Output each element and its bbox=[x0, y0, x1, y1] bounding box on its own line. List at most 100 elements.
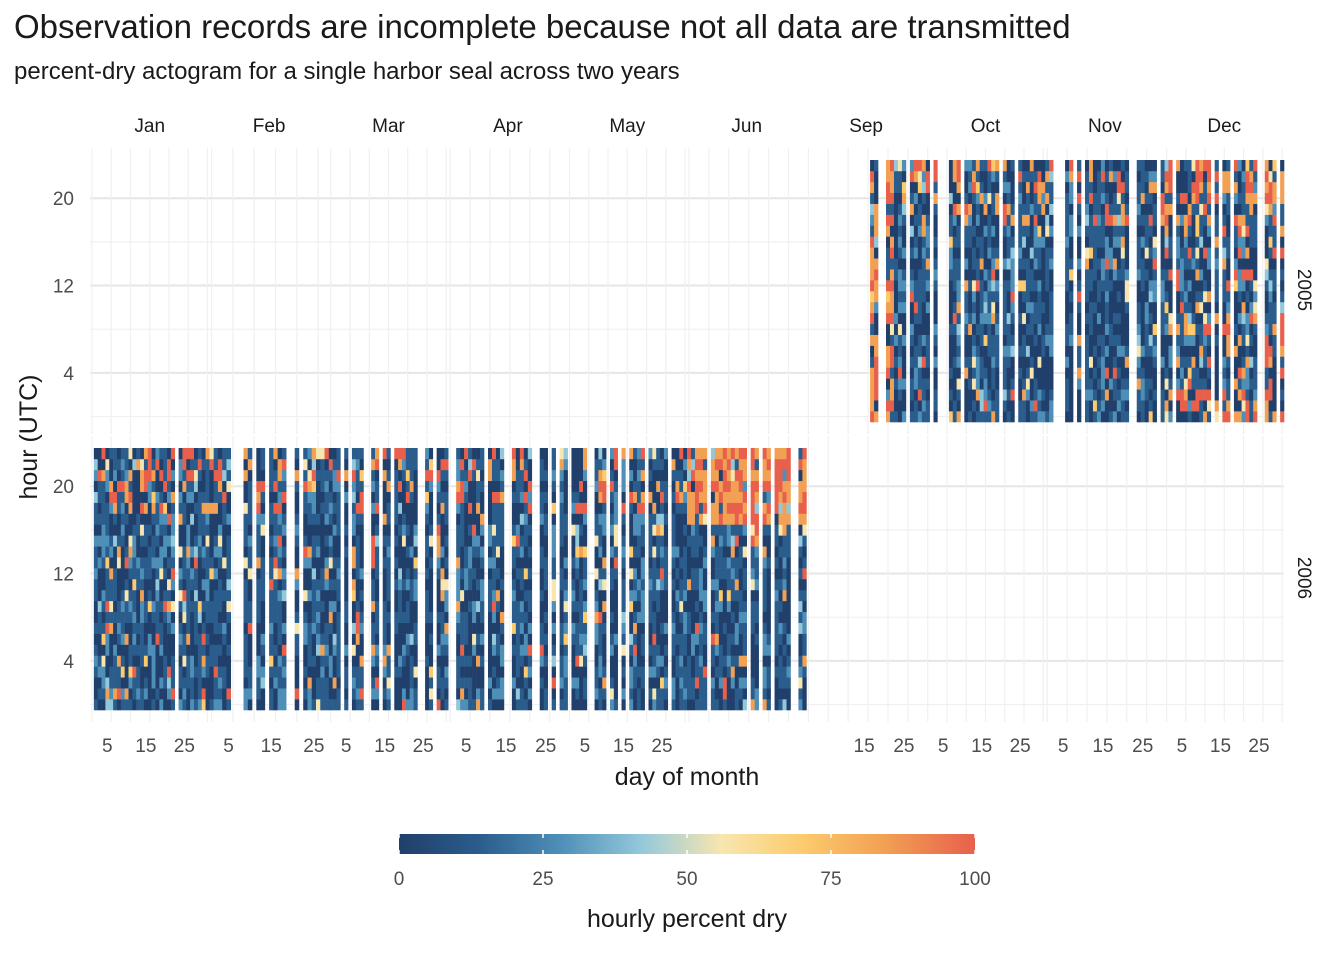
heatmap-cell bbox=[1144, 334, 1149, 346]
heatmap-cell bbox=[640, 611, 645, 623]
heatmap-cell bbox=[170, 502, 176, 514]
heatmap-cell bbox=[917, 356, 923, 368]
heatmap-cell bbox=[543, 644, 548, 656]
heatmap-cell bbox=[1002, 301, 1007, 314]
heatmap-cell bbox=[116, 458, 122, 471]
heatmap-cell bbox=[925, 345, 930, 357]
heatmap-cell bbox=[609, 655, 615, 667]
heatmap-cell bbox=[170, 611, 176, 623]
heatmap-cell bbox=[1010, 170, 1015, 183]
heatmap-cell bbox=[972, 258, 977, 270]
heatmap-cell bbox=[571, 611, 576, 623]
heatmap-cell bbox=[1045, 356, 1050, 368]
heatmap-cell bbox=[663, 502, 669, 514]
heatmap-cell bbox=[893, 160, 899, 172]
heatmap-cell bbox=[1280, 247, 1285, 259]
heatmap-cell bbox=[683, 491, 688, 503]
heatmap-cell bbox=[269, 524, 274, 536]
heatmap-cell bbox=[559, 513, 564, 525]
heatmap-cell bbox=[1253, 323, 1258, 335]
heatmap-cell bbox=[1077, 247, 1082, 259]
heatmap-cell bbox=[660, 644, 665, 656]
heatmap-cell bbox=[613, 600, 618, 613]
heatmap-cell bbox=[170, 546, 176, 558]
heatmap-cell bbox=[209, 448, 214, 460]
heatmap-cell bbox=[336, 622, 341, 634]
heatmap-cell bbox=[190, 622, 195, 634]
heatmap-cell bbox=[101, 677, 106, 689]
heatmap-cell bbox=[178, 666, 183, 678]
heatmap-cell bbox=[105, 502, 110, 514]
heatmap-cell bbox=[170, 600, 176, 613]
heatmap-cell bbox=[527, 502, 533, 514]
heatmap-cell bbox=[1116, 170, 1122, 183]
heatmap-cell bbox=[355, 502, 360, 514]
heatmap-cell bbox=[1065, 411, 1070, 423]
heatmap-cell bbox=[332, 611, 337, 623]
heatmap-cell bbox=[972, 367, 977, 379]
heatmap-cell bbox=[1049, 236, 1054, 248]
heatmap-cell bbox=[120, 524, 125, 536]
heatmap-cell bbox=[975, 312, 981, 325]
heatmap-cell bbox=[621, 546, 626, 558]
heatmap-cell bbox=[633, 579, 638, 591]
heatmap-cell bbox=[1168, 225, 1173, 237]
heatmap-cell bbox=[1253, 236, 1258, 248]
heatmap-cell bbox=[956, 160, 961, 172]
heatmap-cell bbox=[101, 546, 106, 558]
heatmap-cell bbox=[726, 448, 732, 460]
heatmap-cell bbox=[1280, 214, 1285, 226]
heatmap-cell bbox=[409, 502, 414, 514]
heatmap-cell bbox=[714, 666, 720, 678]
heatmap-cell bbox=[874, 345, 879, 357]
heatmap-cell bbox=[193, 644, 199, 656]
heatmap-cell bbox=[132, 568, 137, 580]
heatmap-cell bbox=[893, 356, 899, 368]
heatmap-cell bbox=[889, 367, 895, 379]
heatmap-cell bbox=[1199, 323, 1204, 335]
heatmap-cell bbox=[136, 688, 141, 700]
heatmap-cell bbox=[311, 458, 317, 471]
heatmap-cell bbox=[979, 214, 984, 226]
heatmap-cell bbox=[511, 469, 517, 482]
heatmap-cell bbox=[186, 589, 191, 602]
heatmap-cell bbox=[956, 378, 961, 390]
heatmap-cell bbox=[460, 622, 465, 634]
heatmap-cell bbox=[718, 535, 724, 547]
heatmap-cell bbox=[226, 535, 232, 547]
heatmap-cell bbox=[663, 666, 669, 678]
heatmap-cell bbox=[925, 247, 930, 259]
heatmap-cell bbox=[311, 448, 317, 460]
heatmap-cell bbox=[551, 568, 556, 580]
heatmap-cell bbox=[694, 480, 700, 492]
heatmap-cell bbox=[979, 411, 984, 423]
heatmap-cell bbox=[440, 666, 445, 678]
heatmap-cell bbox=[472, 600, 477, 613]
heatmap-cell bbox=[1069, 258, 1074, 270]
heatmap-cell bbox=[1237, 323, 1242, 335]
heatmap-cell bbox=[332, 568, 337, 580]
heatmap-cell bbox=[539, 644, 545, 656]
heatmap-cell bbox=[511, 600, 517, 613]
heatmap-cell bbox=[277, 546, 283, 558]
heatmap-cell bbox=[952, 258, 957, 270]
heatmap-cell bbox=[1152, 334, 1157, 346]
heatmap-cell bbox=[1100, 225, 1106, 237]
heatmap-cell bbox=[897, 323, 903, 335]
heatmap-cell bbox=[355, 480, 360, 492]
heatmap-cell bbox=[511, 535, 517, 547]
heatmap-cell bbox=[1241, 280, 1246, 292]
heatmap-cell bbox=[375, 502, 380, 514]
heatmap-cell bbox=[675, 677, 680, 689]
heatmap-cell bbox=[101, 557, 106, 569]
heatmap-cell bbox=[460, 579, 465, 591]
heatmap-cell bbox=[132, 535, 137, 547]
heatmap-cell bbox=[621, 688, 626, 700]
heatmap-cell bbox=[917, 389, 923, 401]
heatmap-cell bbox=[1112, 291, 1118, 303]
heatmap-cell bbox=[143, 688, 149, 700]
heatmap-cell bbox=[1045, 236, 1050, 248]
heatmap-cell bbox=[1018, 225, 1023, 237]
heatmap-cell bbox=[460, 557, 465, 569]
heatmap-cell bbox=[621, 448, 626, 460]
